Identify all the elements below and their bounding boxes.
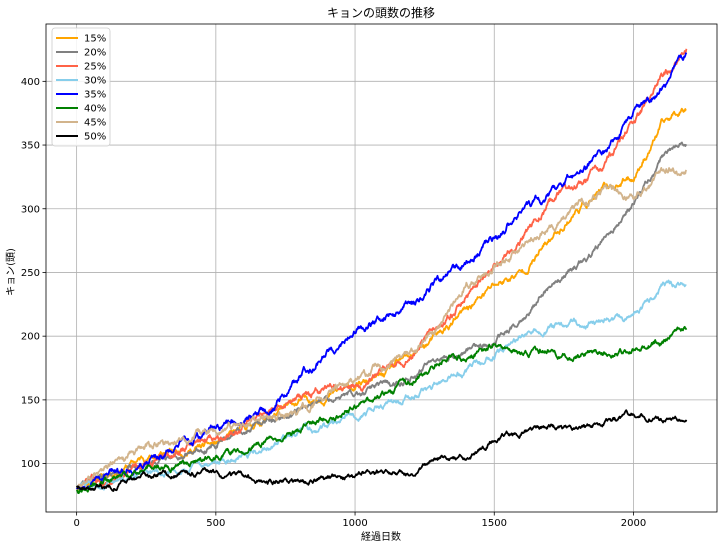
series-line (76, 141, 688, 490)
legend-label: 45% (84, 118, 106, 129)
series-lines (75, 48, 688, 495)
y-axis-label: キョン(頭) (5, 248, 17, 296)
gridlines (46, 24, 717, 512)
legend: 15% 20% 25% 30% 35% 40% 45% 50% (51, 27, 111, 147)
x-tick-label: 1000 (342, 518, 367, 529)
legend-label: 40% (84, 104, 106, 115)
legend-label: 35% (84, 90, 106, 101)
legend-label: 20% (84, 48, 106, 59)
plot-frame (45, 23, 718, 513)
y-tick-label: 300 (21, 204, 40, 215)
y-tick-label: 200 (21, 332, 40, 343)
legend-label: 50% (84, 132, 106, 143)
legend-label: 25% (84, 62, 106, 73)
series-line (75, 279, 687, 491)
series-line (75, 325, 688, 495)
axis-ticks: 0 500 1000 1500 2000 100 150 200 250 300 350 400 (21, 77, 646, 529)
legend-box (51, 27, 111, 147)
y-tick-label: 250 (21, 268, 40, 279)
y-tick-label: 400 (21, 77, 40, 88)
y-tick-label: 350 (21, 141, 40, 152)
x-tick-label: 2000 (621, 518, 646, 529)
series-line (75, 48, 688, 490)
legend-label: 30% (84, 76, 106, 87)
x-tick-label: 0 (73, 518, 79, 529)
series-line (75, 409, 688, 492)
legend-label: 15% (84, 34, 106, 45)
series-line (75, 166, 688, 488)
y-tick-label: 100 (21, 459, 40, 470)
chart-title: キョンの頭数の推移 (327, 5, 435, 20)
x-tick-label: 500 (206, 518, 225, 529)
x-axis-label: 経過日数 (361, 530, 401, 543)
x-tick-label: 1500 (482, 518, 507, 529)
y-tick-label: 150 (21, 395, 40, 406)
series-line (75, 52, 688, 492)
